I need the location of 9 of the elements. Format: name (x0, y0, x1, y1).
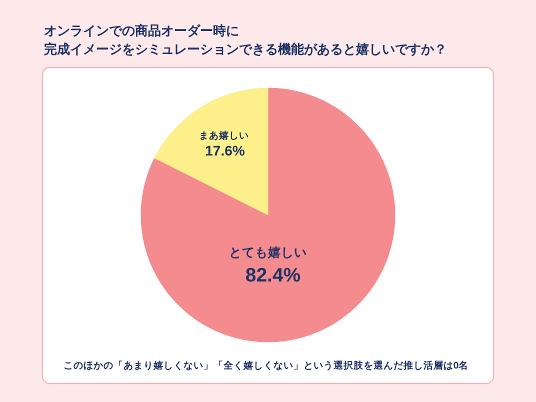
chart-subtitle: 完成イメージをシミュレーションできる機能があると嬉しいですか？ (44, 42, 447, 56)
data-label: 17.6% (205, 142, 246, 159)
data-label: 82.4% (245, 264, 301, 286)
text: このほかの「あまり嬉しくない」「全く嬉しくない」という選択肢を選んだ推し活層は0名 (63, 360, 469, 372)
slice-label: まあ嬉しい (198, 130, 249, 142)
pie-slice (140, 88, 396, 342)
pie-slice (154, 88, 268, 216)
slice-label: とても嬉しい (229, 245, 307, 260)
chart-title: オンラインでの商品オーダー時に (44, 23, 239, 38)
